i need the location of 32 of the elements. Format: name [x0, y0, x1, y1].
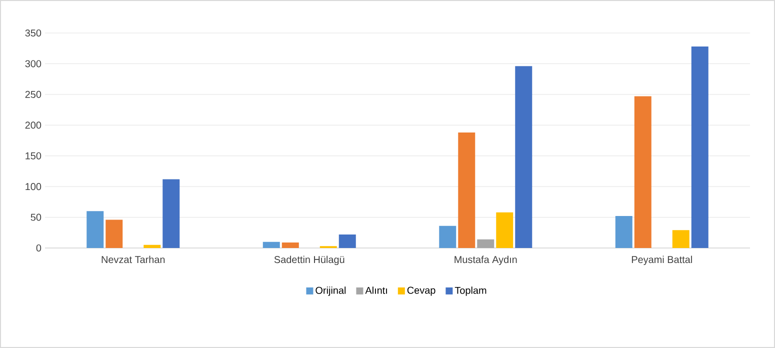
bar — [282, 242, 299, 248]
legend-label: Orijinal — [316, 286, 346, 296]
bar — [262, 242, 280, 248]
bar — [439, 226, 456, 248]
y-tick-label: 150 — [26, 152, 42, 160]
bar — [634, 96, 652, 248]
y-tick-label: 0 — [36, 244, 42, 252]
legend-label: Toplam — [454, 286, 486, 296]
y-tick-label: 250 — [25, 90, 42, 98]
legend-label: Cevap — [407, 286, 436, 296]
bar — [338, 234, 356, 248]
x-tick-label: Sadettin Hülagü — [274, 256, 344, 266]
bar — [162, 179, 180, 248]
y-tick-label: 300 — [25, 60, 42, 68]
bar — [615, 216, 632, 248]
x-tick-label: Mustafa Aydın — [454, 256, 517, 266]
bar — [515, 66, 532, 248]
bar — [106, 220, 123, 248]
x-tick-label: Nevzat Tarhan — [102, 256, 165, 264]
y-tick-label: 200 — [25, 122, 42, 129]
y-tick-label: 50 — [30, 214, 42, 221]
bar — [144, 244, 161, 248]
bar — [458, 132, 476, 248]
bar — [86, 211, 104, 248]
x-tick-label: Peyami Battal — [632, 256, 692, 266]
bar — [496, 212, 514, 248]
y-tick-label: 100 — [26, 183, 42, 190]
bar — [477, 239, 494, 248]
y-tick-label: 350 — [25, 29, 42, 37]
legend-label: Alıntı — [365, 286, 387, 294]
bar — [672, 230, 690, 248]
bar — [691, 46, 708, 248]
